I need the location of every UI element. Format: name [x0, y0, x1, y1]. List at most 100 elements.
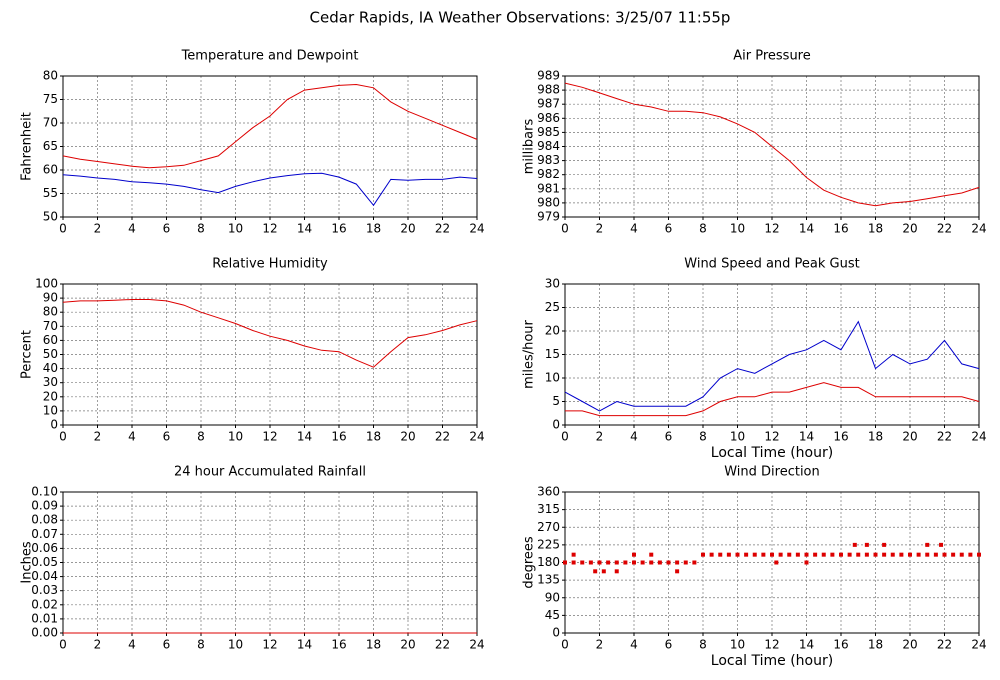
y-tick-label: 15 [545, 347, 560, 361]
x-tick-label: 14 [297, 222, 312, 236]
x-tick-label: 22 [937, 638, 952, 652]
y-tick-label: 80 [43, 69, 58, 83]
data-point [899, 552, 904, 557]
x-tick-label: 22 [435, 222, 450, 236]
data-point [933, 552, 938, 557]
y-tick-label: 225 [537, 537, 560, 551]
x-tick-label: 16 [833, 638, 848, 652]
x-tick-label: 20 [400, 638, 415, 652]
data-point [761, 552, 766, 557]
x-tick-label: 14 [799, 430, 814, 444]
data-point [959, 552, 964, 557]
data-point [571, 552, 576, 557]
chart-panel: Relative Humidity01020304050607080901000… [20, 257, 485, 444]
data-point [632, 552, 636, 557]
x-tick-label: 2 [94, 222, 102, 236]
x-tick-label: 24 [469, 430, 484, 444]
x-tick-label: 8 [699, 222, 707, 236]
x-tick-label: 18 [868, 638, 883, 652]
y-tick-label: 981 [537, 181, 560, 195]
data-point [580, 560, 585, 565]
y-tick-label: 55 [43, 186, 58, 200]
data-point [588, 560, 593, 565]
data-point [916, 552, 921, 557]
y-tick-label: 982 [537, 167, 560, 181]
y-tick-label: 75 [43, 92, 58, 106]
data-point [614, 569, 619, 574]
y-tick-label: 60 [43, 163, 58, 177]
data-point [852, 542, 857, 547]
data-line [564, 82, 980, 207]
x-tick-label: 10 [730, 222, 745, 236]
x-tick-label: 8 [197, 430, 205, 444]
x-tick-label: 20 [902, 430, 917, 444]
data-point [632, 560, 636, 565]
y-tick-label: 50 [43, 210, 58, 224]
y-axis-label: Fahrenheit [20, 112, 35, 181]
data-point [675, 560, 680, 565]
plot-frame [564, 75, 980, 218]
x-tick-label: 12 [764, 222, 779, 236]
y-tick-label: 270 [537, 520, 560, 534]
x-axis-label: Local Time (hour) [711, 445, 833, 461]
x-tick-label: 18 [868, 430, 883, 444]
x-tick-label: 16 [331, 222, 346, 236]
x-tick-label: 0 [561, 430, 569, 444]
plot-frame [62, 75, 478, 218]
x-tick-label: 16 [833, 222, 848, 236]
data-point [821, 552, 826, 557]
plot-frame [564, 283, 980, 426]
y-tick-label: 60 [43, 333, 58, 347]
y-tick-label: 5 [552, 394, 560, 408]
x-tick-label: 0 [561, 638, 569, 652]
x-tick-label: 0 [59, 430, 67, 444]
x-tick-label: 16 [331, 430, 346, 444]
data-point [795, 552, 800, 557]
data-point [597, 560, 602, 565]
y-tick-label: 983 [537, 153, 560, 167]
y-tick-label: 30 [43, 375, 58, 389]
y-tick-label: 0.00 [31, 626, 58, 640]
y-tick-label: 315 [537, 502, 560, 516]
x-tick-label: 12 [262, 638, 277, 652]
chart-title: Wind Speed and Peak Gust [684, 257, 859, 272]
plot-frame [62, 283, 478, 426]
y-tick-label: 0.03 [31, 583, 58, 597]
y-tick-label: 980 [537, 195, 560, 209]
y-tick-label: 0.08 [31, 513, 58, 527]
x-tick-label: 8 [197, 222, 205, 236]
x-tick-label: 14 [799, 638, 814, 652]
data-point [623, 560, 628, 565]
x-tick-label: 4 [630, 430, 638, 444]
y-tick-label: 989 [537, 69, 560, 83]
y-tick-label: 0.06 [31, 541, 58, 555]
x-tick-label: 2 [94, 430, 102, 444]
y-tick-label: 30 [545, 277, 560, 291]
data-point [830, 552, 835, 557]
x-tick-label: 16 [833, 430, 848, 444]
x-tick-label: 12 [764, 638, 779, 652]
x-tick-label: 10 [228, 222, 243, 236]
x-tick-label: 12 [262, 222, 277, 236]
x-tick-label: 2 [596, 222, 604, 236]
data-point [890, 552, 895, 557]
y-tick-label: 0.05 [31, 555, 58, 569]
y-tick-label: 0.10 [31, 485, 58, 499]
y-tick-label: 90 [43, 291, 58, 305]
data-point [640, 560, 645, 565]
y-tick-label: 0 [552, 418, 560, 432]
y-axis-label: Percent [20, 330, 35, 379]
data-line [62, 83, 478, 169]
data-point [718, 552, 723, 557]
data-point [571, 560, 576, 565]
x-tick-label: 14 [297, 638, 312, 652]
x-tick-label: 8 [699, 638, 707, 652]
y-tick-label: 25 [545, 300, 560, 314]
data-line [62, 172, 478, 207]
y-tick-label: 10 [43, 403, 58, 417]
x-tick-label: 24 [971, 638, 986, 652]
x-tick-label: 0 [561, 222, 569, 236]
y-tick-label: 20 [43, 389, 58, 403]
